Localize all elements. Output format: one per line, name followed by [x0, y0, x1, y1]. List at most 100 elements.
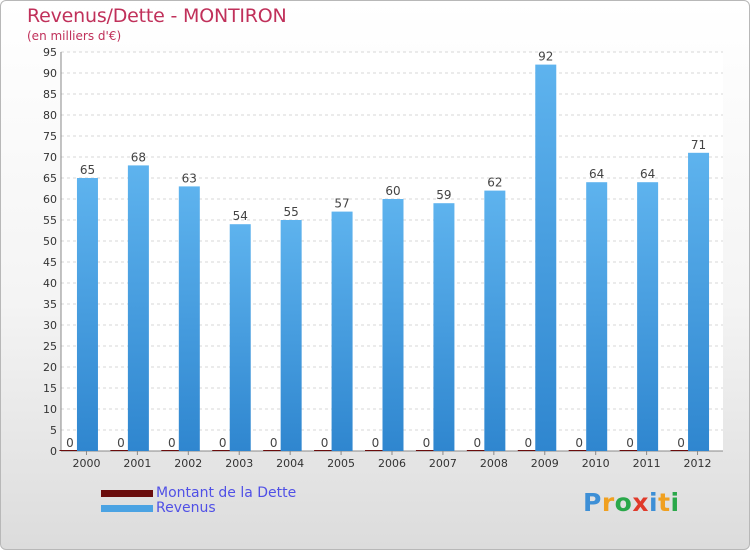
data-label-revenus: 68	[131, 150, 146, 164]
bar-dette	[263, 450, 285, 451]
data-label-dette: 0	[575, 436, 583, 450]
bar-dette	[568, 450, 590, 451]
legend-label-dette: Montant de la Dette	[156, 485, 297, 501]
logo-letter: i	[649, 488, 659, 517]
data-label-dette: 0	[66, 436, 74, 450]
bar-dette	[517, 450, 539, 451]
bar-dette	[466, 450, 488, 451]
y-tick-label: 90	[43, 67, 57, 80]
data-label-revenus: 63	[182, 171, 197, 185]
logo-letter: t	[658, 488, 671, 517]
bar-dette	[110, 450, 132, 451]
y-tick-label: 0	[50, 445, 57, 458]
y-tick-label: 35	[43, 298, 57, 311]
bar-dette	[59, 450, 81, 451]
data-label-dette: 0	[626, 436, 634, 450]
x-tick-label: 2001	[123, 457, 151, 470]
logo-letter: o	[614, 488, 633, 517]
y-tick-label: 25	[43, 340, 57, 353]
bar-revenus	[535, 64, 557, 451]
bar-revenus	[331, 211, 353, 451]
proxiti-logo: Proxiti	[583, 488, 680, 517]
data-label-dette: 0	[524, 436, 532, 450]
x-tick-label: 2010	[582, 457, 610, 470]
data-label-dette: 0	[474, 436, 482, 450]
x-tick-label: 2008	[480, 457, 508, 470]
data-label-revenus: 64	[640, 167, 655, 181]
data-label-revenus: 65	[80, 163, 95, 177]
bar-revenus	[433, 203, 455, 451]
x-tick-label: 2002	[174, 457, 202, 470]
data-label-revenus: 57	[334, 197, 349, 211]
x-tick-label: 2009	[531, 457, 559, 470]
data-label-revenus: 55	[284, 205, 299, 219]
legend-swatch-dette	[101, 490, 153, 497]
data-label-revenus: 62	[487, 176, 502, 190]
y-tick-label: 10	[43, 403, 57, 416]
bar-revenus	[229, 224, 251, 451]
y-tick-label: 95	[43, 46, 57, 59]
data-label-revenus: 59	[436, 188, 451, 202]
x-tick-label: 2006	[378, 457, 406, 470]
bar-revenus	[484, 190, 506, 451]
data-label-dette: 0	[117, 436, 125, 450]
chart-subtitle: (en milliers d'€)	[27, 29, 122, 43]
data-label-dette: 0	[423, 436, 431, 450]
y-tick-label: 55	[43, 214, 57, 227]
y-tick-label: 85	[43, 88, 57, 101]
legend-label-revenus: Revenus	[156, 500, 216, 516]
y-tick-label: 75	[43, 130, 57, 143]
y-tick-label: 65	[43, 172, 57, 185]
x-tick-label: 2000	[72, 457, 100, 470]
bar-dette	[365, 450, 386, 451]
bar-revenus	[688, 152, 710, 452]
data-label-revenus: 54	[233, 209, 248, 223]
legend-swatch-revenus	[101, 505, 153, 512]
y-tick-label: 70	[43, 151, 57, 164]
data-label-dette: 0	[168, 436, 176, 450]
data-label-revenus: 71	[691, 138, 706, 152]
y-tick-label: 20	[43, 361, 57, 374]
y-tick-label: 60	[43, 193, 57, 206]
bar-revenus	[280, 220, 302, 451]
y-tick-label: 80	[43, 109, 57, 122]
bar-revenus	[127, 165, 149, 451]
bar-dette	[619, 450, 641, 451]
bar-dette	[212, 450, 234, 451]
data-label-dette: 0	[677, 436, 685, 450]
data-label-revenus: 60	[385, 184, 400, 198]
x-tick-label: 2003	[225, 457, 253, 470]
x-tick-label: 2007	[429, 457, 457, 470]
y-tick-label: 15	[43, 382, 57, 395]
y-tick-label: 30	[43, 319, 57, 332]
x-tick-label: 2011	[633, 457, 661, 470]
bar-revenus	[382, 199, 404, 451]
bar-revenus	[76, 178, 98, 451]
bar-revenus	[637, 182, 659, 451]
bar-dette	[670, 450, 692, 451]
x-tick-label: 2005	[327, 457, 355, 470]
bar-revenus	[178, 186, 200, 451]
logo-letter: P	[583, 488, 602, 517]
y-tick-label: 5	[50, 424, 57, 437]
y-tick-label: 50	[43, 235, 57, 248]
bar-dette	[314, 450, 336, 451]
logo-letter: x	[632, 488, 649, 517]
chart-title: Revenus/Dette - MONTIRON	[27, 5, 287, 27]
data-label-dette: 0	[219, 436, 227, 450]
x-tick-label: 2012	[684, 457, 712, 470]
logo-letter: r	[601, 488, 615, 517]
data-label-revenus: 64	[589, 167, 604, 181]
data-label-revenus: 92	[538, 50, 553, 64]
data-label-dette: 0	[372, 436, 380, 450]
x-tick-label: 2004	[276, 457, 304, 470]
logo-letter: i	[670, 488, 680, 517]
bar-dette	[161, 450, 183, 451]
bar-dette	[415, 450, 437, 451]
data-label-dette: 0	[270, 436, 278, 450]
y-tick-label: 45	[43, 256, 57, 269]
bar-revenus	[586, 182, 608, 451]
data-label-dette: 0	[321, 436, 329, 450]
